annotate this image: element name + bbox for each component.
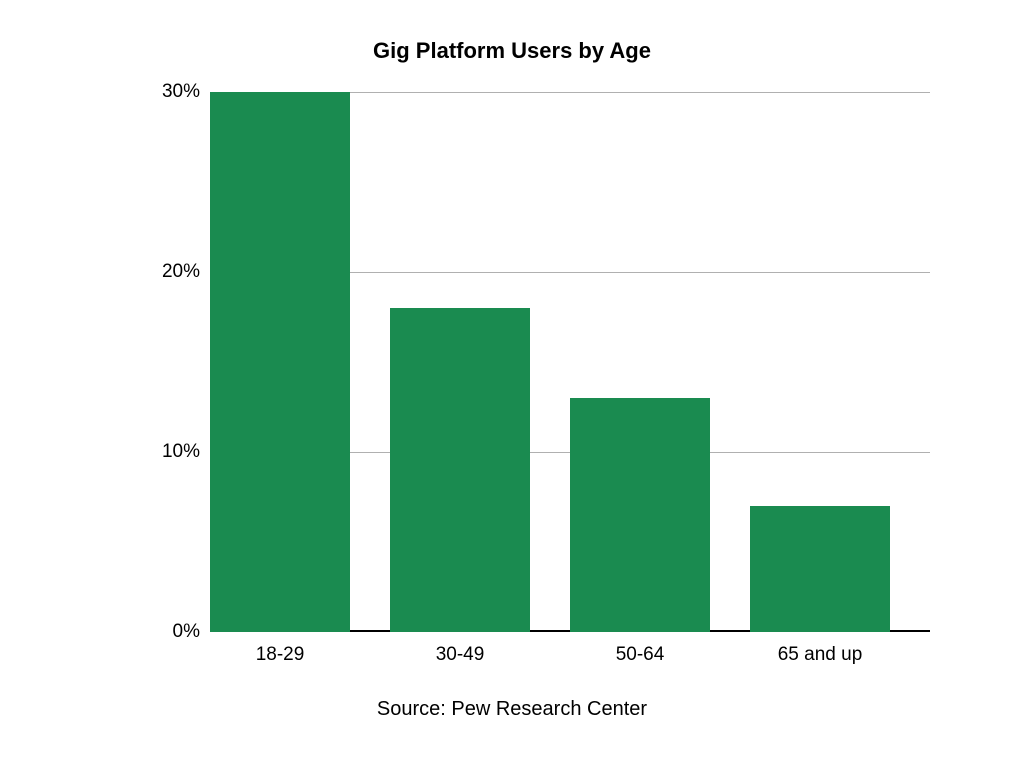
chart-title: Gig Platform Users by Age <box>0 38 1024 64</box>
bar <box>210 92 350 632</box>
y-tick-label: 10% <box>140 441 200 463</box>
source-label: Source: Pew Research Center <box>0 698 1024 721</box>
y-tick-label: 0% <box>140 621 200 643</box>
bar <box>750 506 890 632</box>
plot-area: 18-2930-4950-6465 and up <box>210 92 930 632</box>
x-tick-label: 18-29 <box>256 644 305 666</box>
x-tick-label: 65 and up <box>778 644 863 666</box>
x-tick-label: 50-64 <box>616 644 665 666</box>
bar <box>390 308 530 632</box>
x-tick-label: 30-49 <box>436 644 485 666</box>
bar <box>570 398 710 632</box>
y-tick-label: 20% <box>140 261 200 283</box>
y-tick-label: 30% <box>140 81 200 103</box>
chart-container: Gig Platform Users by Age 18-2930-4950-6… <box>0 0 1024 768</box>
